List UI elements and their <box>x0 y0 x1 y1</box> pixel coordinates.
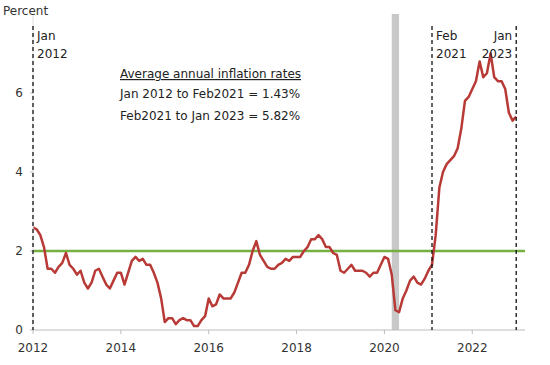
x-tick <box>33 330 34 334</box>
event-label: 2021 <box>436 47 467 61</box>
y-tick-label: 6 <box>15 86 23 100</box>
event-label: Jan <box>36 29 56 43</box>
y-tick <box>30 172 33 173</box>
y-tick-label: 0 <box>15 323 23 337</box>
event-line <box>32 26 33 330</box>
annotation-line: Jan 2012 to Feb2021 = 1.43% <box>119 87 300 101</box>
event-line <box>431 26 432 330</box>
chart: 2012 2014 2016 2018 2020 2022 0 2 4 6 Percent Jan 20… <box>0 0 550 365</box>
y-tick-label: 4 <box>15 165 23 179</box>
x-tick <box>296 330 297 334</box>
plot-area <box>33 14 525 330</box>
x-tick <box>120 330 121 334</box>
event-label: Jan <box>493 29 513 43</box>
event-line <box>516 26 517 330</box>
annotation-line: Feb2021 to Jan 2023 = 5.82% <box>120 109 300 123</box>
series-line <box>33 54 516 327</box>
reference-line <box>33 250 525 253</box>
x-tick <box>208 330 209 334</box>
x-tick <box>472 330 473 334</box>
y-tick-label: 2 <box>15 244 23 258</box>
x-tick-label: 2014 <box>106 341 137 355</box>
x-tick-label: 2020 <box>369 341 400 355</box>
x-axis <box>33 330 525 331</box>
event-label: 2023 <box>482 47 513 61</box>
y-axis-label: Percent <box>3 4 48 18</box>
x-tick <box>384 330 385 334</box>
event-label: 2012 <box>37 47 68 61</box>
x-tick-label: 2012 <box>18 341 49 355</box>
x-tick-label: 2022 <box>457 341 488 355</box>
annotation-heading: Average annual inflation rates <box>120 67 301 81</box>
x-tick-label: 2016 <box>193 341 224 355</box>
event-label: Feb <box>436 29 457 43</box>
x-tick-label: 2018 <box>281 341 312 355</box>
